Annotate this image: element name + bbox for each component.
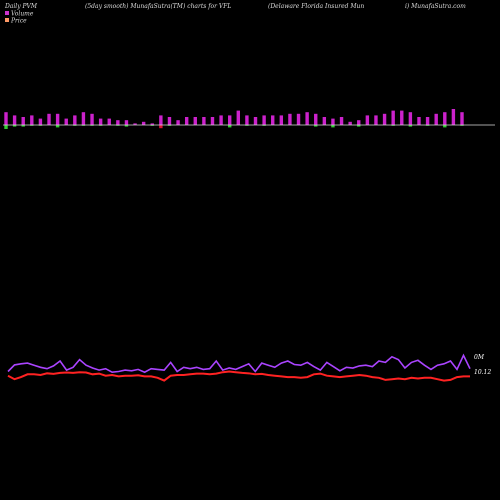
volume-bar-up — [271, 115, 275, 125]
volume-bar-up — [12, 115, 17, 125]
volume-bar-up — [107, 118, 111, 125]
volume-bar-up — [305, 112, 309, 125]
volume-bar-up — [202, 117, 206, 125]
volume-bar-up — [98, 118, 103, 125]
volume-bar-down — [12, 125, 17, 127]
volume-bar-down — [357, 125, 361, 127]
volume-bar-up — [236, 110, 240, 125]
volume-line — [7, 353, 471, 374]
volume-bar-up — [443, 112, 447, 125]
volume-bar-up — [124, 120, 129, 125]
volume-bar-down — [443, 125, 447, 128]
header-left: Daily PVM — [4, 3, 38, 10]
price-value-label: 10.12 — [474, 369, 491, 376]
volume-bar-up — [30, 115, 34, 125]
volume-bar-up — [4, 112, 8, 125]
volume-bar-up — [374, 115, 378, 125]
volume-bar-up — [357, 120, 361, 125]
legend-label-volume: Volume — [11, 11, 34, 18]
volume-bar-up — [116, 120, 120, 125]
volume-bar-up — [167, 117, 172, 125]
volume-bar-up — [21, 117, 25, 125]
volume-bar-up — [408, 112, 413, 125]
volume-bar-up — [245, 115, 249, 125]
volume-bar-up — [279, 115, 284, 125]
volume-bar-down — [314, 125, 318, 127]
volume-bar-up — [382, 113, 387, 125]
volume-bar-up — [339, 117, 344, 125]
volume-bar-down — [55, 125, 60, 128]
volume-bar-up — [391, 110, 395, 125]
volume-bar-down — [21, 125, 25, 127]
volume-bar-up — [90, 113, 94, 125]
volume-bar-up — [228, 115, 232, 125]
volume-bar-up — [159, 115, 163, 125]
volume-bar-up — [296, 113, 301, 125]
volume-bar-down — [159, 125, 163, 129]
volume-bar-up — [417, 117, 421, 125]
volume-bar-down — [331, 125, 335, 128]
header-right-b: i) MunafaSutra.com — [405, 3, 466, 10]
volume-bar-up — [288, 113, 292, 125]
volume-bar-up — [460, 112, 464, 125]
volume-bar-up — [133, 123, 137, 125]
header-center: (5day smooth) MunafaSutra(TM) charts for… — [85, 3, 231, 10]
volume-bar-up — [64, 118, 68, 125]
volume-bar-up — [253, 117, 258, 125]
volume-bar-up — [451, 109, 456, 125]
volume-bar-down — [4, 125, 8, 129]
volume-bar-up — [331, 118, 335, 125]
volume-bar-up — [314, 113, 318, 125]
volume-bar-up — [219, 115, 223, 125]
volume-bar-down — [408, 125, 413, 127]
volume-bar-up — [38, 118, 43, 125]
legend: Volume Price — [5, 11, 34, 25]
price-line — [7, 370, 470, 382]
volume-bar-up — [176, 120, 180, 125]
volume-bar-down — [124, 125, 129, 127]
volume-value-label: 0M — [474, 354, 485, 361]
volume-bar-up — [47, 113, 51, 125]
volume-bar-up — [348, 121, 352, 125]
volume-bar-up — [425, 117, 430, 125]
header-right-a: (Delaware Florida Insured Mun — [268, 3, 364, 10]
volume-bars — [4, 109, 464, 129]
volume-bar-up — [81, 112, 86, 125]
volume-bar-up — [365, 115, 370, 125]
volume-bar-up — [141, 121, 146, 125]
legend-swatch-price — [5, 18, 9, 22]
volume-bar-up — [210, 117, 215, 125]
volume-bar-up — [150, 123, 154, 125]
volume-bar-up — [73, 115, 77, 125]
volume-bar-up — [434, 113, 438, 125]
volume-bar-up — [262, 115, 266, 125]
volume-bar-up — [193, 117, 197, 125]
legend-swatch-volume — [5, 11, 9, 15]
legend-label-price: Price — [10, 18, 27, 25]
volume-bar-up — [400, 110, 404, 125]
volume-bar-up — [322, 117, 327, 125]
volume-bar-down — [228, 125, 232, 128]
volume-bar-up — [184, 117, 189, 125]
volume-bar-up — [55, 113, 60, 125]
